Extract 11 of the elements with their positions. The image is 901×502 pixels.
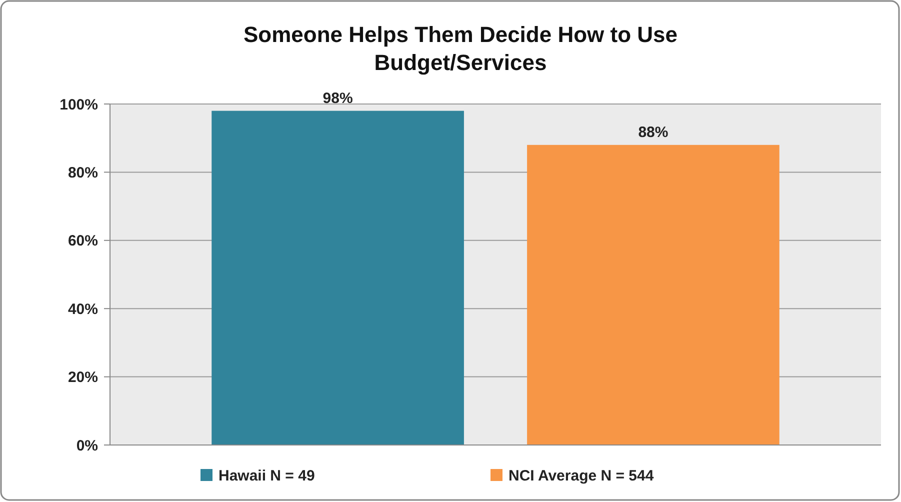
chart-title: Someone Helps Them Decide How to Use Budget/Services bbox=[244, 22, 678, 75]
y-tick-label: 100% bbox=[60, 96, 98, 114]
data-label: 98% bbox=[322, 90, 353, 107]
y-tick-label: 20% bbox=[68, 369, 98, 386]
y-tick-label: 80% bbox=[68, 164, 98, 182]
legend-label: NCI Average N = 544 bbox=[508, 467, 654, 484]
y-tick-label: 40% bbox=[68, 300, 98, 318]
y-tick-label: 60% bbox=[68, 232, 98, 250]
y-tick-label: 0% bbox=[76, 437, 98, 454]
data-label: 88% bbox=[638, 124, 668, 141]
legend-label: Hawaii N = 49 bbox=[218, 467, 315, 484]
